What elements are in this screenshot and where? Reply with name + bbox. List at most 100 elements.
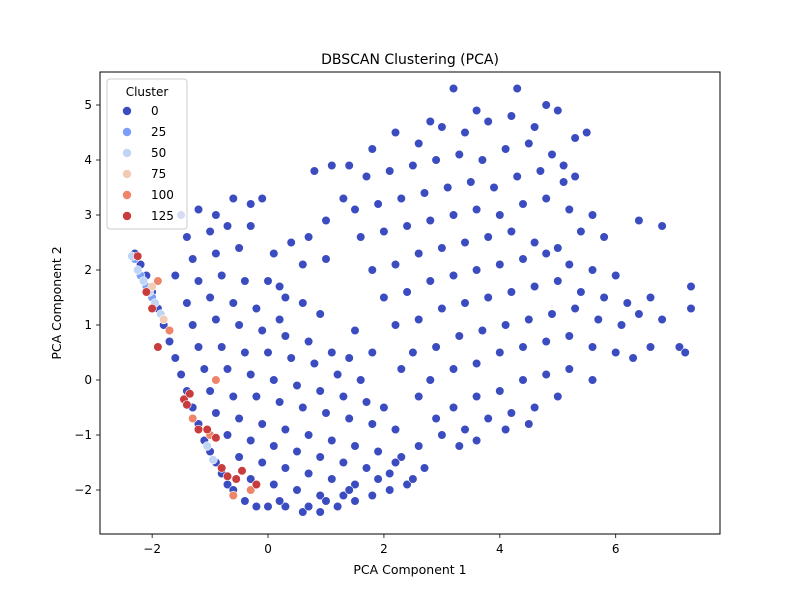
data-point-cluster-0 <box>240 496 250 506</box>
data-point-cluster-0 <box>437 243 447 253</box>
data-point-cluster-0 <box>257 419 267 429</box>
data-point-cluster-0 <box>576 287 586 297</box>
data-point-cluster-0 <box>234 452 244 462</box>
data-point-cluster-0 <box>228 193 238 204</box>
data-point-cluster-125 <box>147 303 157 314</box>
data-point-cluster-0 <box>205 292 215 303</box>
data-point-cluster-0 <box>292 446 302 457</box>
data-point-cluster-0 <box>333 501 343 512</box>
data-point-cluster-0 <box>205 226 215 237</box>
x-tick-label: −2 <box>143 542 161 556</box>
data-point-cluster-75 <box>147 281 157 292</box>
data-point-cluster-0 <box>321 496 331 506</box>
data-point-cluster-0 <box>402 287 412 297</box>
data-point-cluster-0 <box>280 424 291 435</box>
data-point-cluster-0 <box>541 369 551 380</box>
data-point-cluster-0 <box>472 265 482 275</box>
data-point-cluster-0 <box>304 430 314 440</box>
data-point-cluster-50 <box>138 276 149 286</box>
data-point-cluster-0 <box>506 287 517 297</box>
data-point-cluster-0 <box>315 452 325 462</box>
data-point-cluster-0 <box>553 243 563 253</box>
data-point-cluster-0 <box>275 397 285 407</box>
data-point-cluster-0 <box>408 474 418 484</box>
data-point-cluster-0 <box>367 419 377 429</box>
legend-marker <box>122 127 132 137</box>
data-point-cluster-0 <box>292 485 302 495</box>
data-point-cluster-0 <box>495 210 505 220</box>
data-point-cluster-0 <box>564 331 574 341</box>
data-point-cluster-0 <box>419 188 430 198</box>
data-point-cluster-0 <box>246 435 256 446</box>
data-point-cluster-0 <box>263 276 273 286</box>
data-point-cluster-0 <box>616 320 627 330</box>
legend-box <box>106 78 188 230</box>
data-point-cluster-0 <box>686 303 696 314</box>
data-point-cluster-0 <box>211 210 221 220</box>
data-point-cluster-0 <box>419 463 430 473</box>
data-point-cluster-0 <box>309 166 320 176</box>
data-point-cluster-0 <box>541 193 551 204</box>
data-point-cluster-125 <box>202 424 212 435</box>
data-point-cluster-0 <box>385 468 395 479</box>
data-point-cluster-0 <box>315 490 325 501</box>
data-point-cluster-0 <box>454 441 464 451</box>
data-point-cluster-0 <box>576 226 586 237</box>
data-point-cluster-0 <box>246 199 256 209</box>
data-point-cluster-0 <box>501 424 511 435</box>
data-point-cluster-0 <box>564 259 574 270</box>
data-point-cluster-0 <box>228 298 238 308</box>
data-point-cluster-0 <box>269 441 279 451</box>
data-point-cluster-0 <box>350 204 360 215</box>
data-point-cluster-0 <box>251 391 261 402</box>
data-point-cluster-0 <box>350 479 360 490</box>
data-point-cluster-0 <box>472 204 482 215</box>
data-point-cluster-0 <box>472 435 482 446</box>
data-point-cluster-0 <box>472 391 482 402</box>
legend-label: 100 <box>151 188 174 202</box>
data-point-cluster-0 <box>315 386 325 396</box>
data-point-cluster-0 <box>373 199 383 209</box>
x-axis-label: PCA Component 1 <box>353 562 466 577</box>
data-point-cluster-0 <box>188 254 198 264</box>
data-point-cluster-0 <box>501 320 511 330</box>
data-point-cluster-0 <box>344 353 354 363</box>
data-point-cluster-0 <box>553 391 563 402</box>
data-point-cluster-0 <box>541 248 551 259</box>
data-point-cluster-0 <box>321 408 331 418</box>
data-point-cluster-0 <box>327 474 337 484</box>
data-point-cluster-0 <box>309 358 320 369</box>
legend-marker <box>122 190 132 200</box>
data-point-cluster-0 <box>477 325 488 336</box>
data-point-cluster-0 <box>518 254 528 264</box>
x-tick-label: 6 <box>612 542 620 556</box>
data-point-cluster-0 <box>541 336 551 347</box>
data-point-cluster-0 <box>506 408 517 418</box>
x-tick-label: 0 <box>264 542 272 556</box>
legend-marker <box>122 106 132 116</box>
data-point-cluster-0 <box>390 127 401 138</box>
data-point-cluster-0 <box>529 122 540 132</box>
data-point-cluster-125 <box>231 474 241 484</box>
data-point-cluster-0 <box>460 298 470 308</box>
x-tick-label: 4 <box>496 542 504 556</box>
data-point-cluster-125 <box>133 251 143 261</box>
data-point-cluster-0 <box>234 413 244 424</box>
data-point-cluster-0 <box>234 243 244 253</box>
data-point-cluster-100 <box>153 276 163 286</box>
data-point-cluster-0 <box>448 402 459 413</box>
legend-label: 75 <box>151 167 166 181</box>
data-point-cluster-0 <box>425 215 435 226</box>
legend-title: Cluster <box>126 85 169 99</box>
data-point-cluster-0 <box>593 314 603 325</box>
data-point-cluster-0 <box>611 347 621 358</box>
data-point-cluster-0 <box>338 490 349 501</box>
data-point-cluster-0 <box>361 171 372 182</box>
data-point-cluster-0 <box>645 342 656 352</box>
data-point-cluster-0 <box>587 265 598 275</box>
data-point-cluster-0 <box>437 122 447 132</box>
data-point-cluster-0 <box>529 281 540 292</box>
data-point-cluster-0 <box>634 309 644 319</box>
data-point-cluster-0 <box>286 353 296 363</box>
data-point-cluster-0 <box>304 468 314 479</box>
